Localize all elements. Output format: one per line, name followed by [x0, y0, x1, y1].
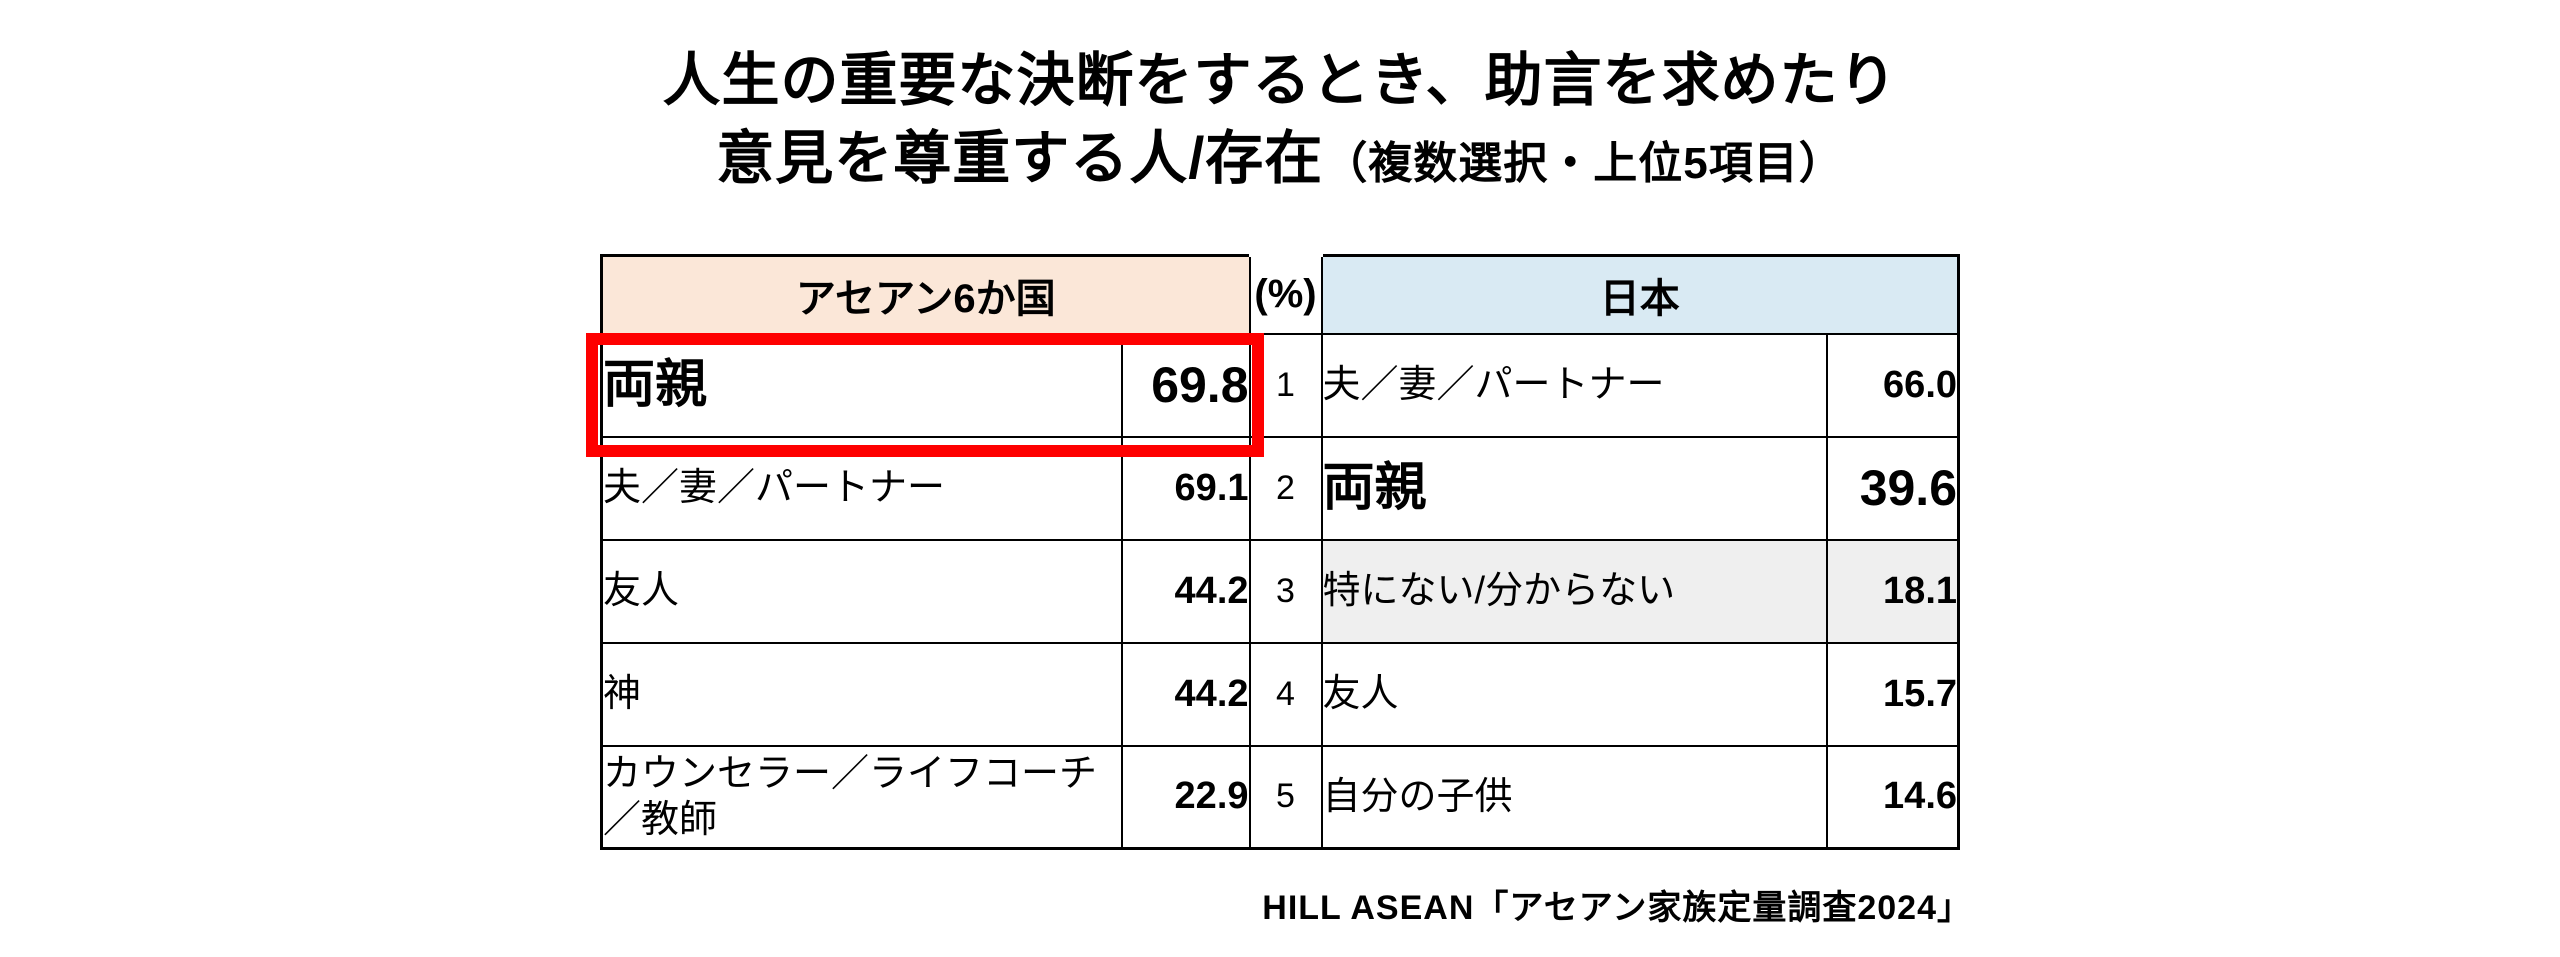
- japan-item-value: 15.7: [1825, 641, 1960, 747]
- table-row: カウンセラー／ライフコーチ／教師 22.9 5 自分の子供 14.6: [600, 744, 1960, 850]
- japan-item-value: 66.0: [1825, 332, 1960, 438]
- title-note: （複数選択・上位5項目）: [1323, 139, 1844, 188]
- asean-item-label: 夫／妻／パートナー: [600, 435, 1123, 541]
- japan-item-label: 両親: [1320, 435, 1828, 541]
- comparison-table: アセアン6か国 (%) 日本 両親 69.8 1 夫／妻／パートナー 66.0 …: [600, 254, 1961, 850]
- rank-cell: 2: [1248, 435, 1323, 541]
- asean-item-value: 44.2: [1120, 538, 1251, 644]
- japan-item-label: 自分の子供: [1320, 744, 1828, 850]
- percent-unit-cell: (%): [1248, 254, 1323, 335]
- asean-item-value: 69.1: [1120, 435, 1251, 541]
- asean-item-label: 神: [600, 641, 1123, 747]
- japan-item-value: 18.1: [1825, 538, 1960, 644]
- asean-item-value: 69.8: [1120, 332, 1251, 438]
- asean-item-label: カウンセラー／ライフコーチ／教師: [600, 744, 1123, 850]
- rank-cell: 3: [1248, 538, 1323, 644]
- japan-item-value: 39.6: [1825, 435, 1960, 541]
- japan-item-value: 14.6: [1825, 744, 1960, 850]
- table-row: 夫／妻／パートナー 69.1 2 両親 39.6: [600, 435, 1960, 541]
- table-row: 神 44.2 4 友人 15.7: [600, 641, 1960, 747]
- table-header-row: アセアン6か国 (%) 日本: [600, 254, 1960, 335]
- title-line-2: 意見を尊重する人/存在（複数選択・上位5項目）: [0, 120, 2560, 203]
- asean-item-value: 44.2: [1120, 641, 1251, 747]
- japan-item-label: 夫／妻／パートナー: [1320, 332, 1828, 438]
- asean-item-label: 両親: [600, 332, 1123, 438]
- table-row: 両親 69.8 1 夫／妻／パートナー 66.0: [600, 332, 1960, 438]
- asean-item-value: 22.9: [1120, 744, 1251, 850]
- table-row: 友人 44.2 3 特にない/分からない 18.1: [600, 538, 1960, 644]
- asean-item-label: 友人: [600, 538, 1123, 644]
- rank-cell: 1: [1248, 332, 1323, 438]
- title-line-1: 人生の重要な決断をするとき、助言を求めたり: [662, 48, 1898, 113]
- source-credit: HILL ASEAN「アセアン家族定量調査2024」: [1262, 889, 1972, 927]
- rank-cell: 5: [1248, 744, 1323, 850]
- japan-item-label: 友人: [1320, 641, 1828, 747]
- japan-header-cell: 日本: [1320, 254, 1960, 335]
- asean-header-cell: アセアン6か国: [600, 254, 1251, 335]
- title-line-2-main: 意見を尊重する人/存在: [716, 126, 1324, 191]
- japan-item-label: 特にない/分からない: [1320, 538, 1828, 644]
- rank-cell: 4: [1248, 641, 1323, 747]
- page-title: 人生の重要な決断をするとき、助言を求めたり 意見を尊重する人/存在（複数選択・上…: [0, 42, 2560, 203]
